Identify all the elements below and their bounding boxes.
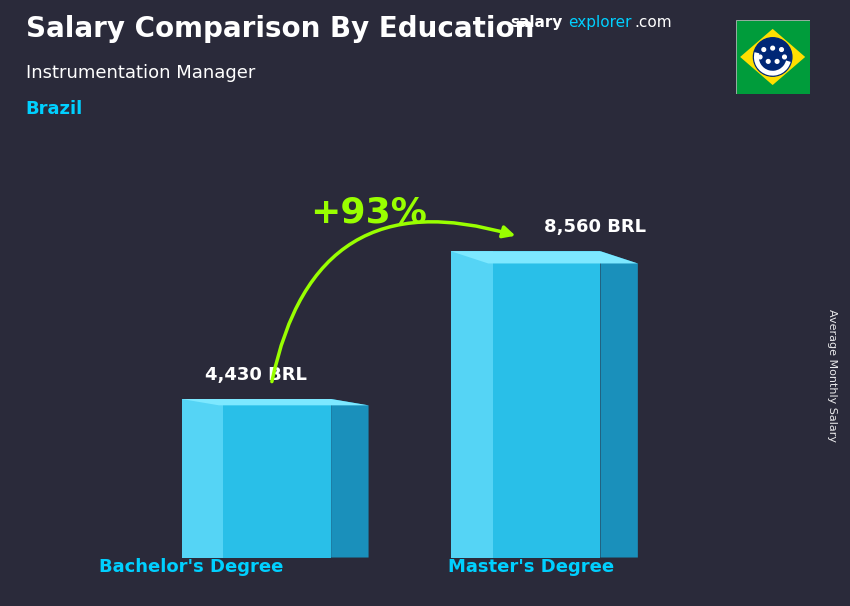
Text: +93%: +93% bbox=[310, 195, 427, 230]
Circle shape bbox=[753, 38, 792, 76]
Polygon shape bbox=[332, 399, 369, 558]
Text: Master's Degree: Master's Degree bbox=[448, 558, 615, 576]
Text: Instrumentation Manager: Instrumentation Manager bbox=[26, 64, 255, 82]
Text: 8,560 BRL: 8,560 BRL bbox=[544, 218, 646, 236]
Circle shape bbox=[775, 59, 779, 63]
Circle shape bbox=[767, 59, 770, 63]
Circle shape bbox=[762, 48, 766, 52]
Text: Bachelor's Degree: Bachelor's Degree bbox=[99, 558, 283, 576]
Text: Salary Comparison By Education: Salary Comparison By Education bbox=[26, 15, 534, 43]
Polygon shape bbox=[450, 251, 493, 558]
Circle shape bbox=[779, 48, 784, 52]
Circle shape bbox=[771, 46, 774, 50]
Polygon shape bbox=[182, 399, 369, 405]
Text: explorer: explorer bbox=[568, 15, 632, 30]
Polygon shape bbox=[493, 251, 600, 558]
Text: salary: salary bbox=[510, 15, 563, 30]
Text: 4,430 BRL: 4,430 BRL bbox=[206, 366, 308, 384]
Polygon shape bbox=[182, 399, 224, 558]
Circle shape bbox=[758, 55, 762, 59]
Text: Average Monthly Salary: Average Monthly Salary bbox=[827, 309, 837, 442]
Polygon shape bbox=[600, 251, 638, 558]
Polygon shape bbox=[450, 251, 638, 264]
Text: .com: .com bbox=[634, 15, 672, 30]
Polygon shape bbox=[740, 29, 805, 85]
Circle shape bbox=[783, 55, 786, 59]
Text: Brazil: Brazil bbox=[26, 100, 82, 118]
Polygon shape bbox=[224, 399, 332, 558]
Polygon shape bbox=[736, 20, 809, 94]
